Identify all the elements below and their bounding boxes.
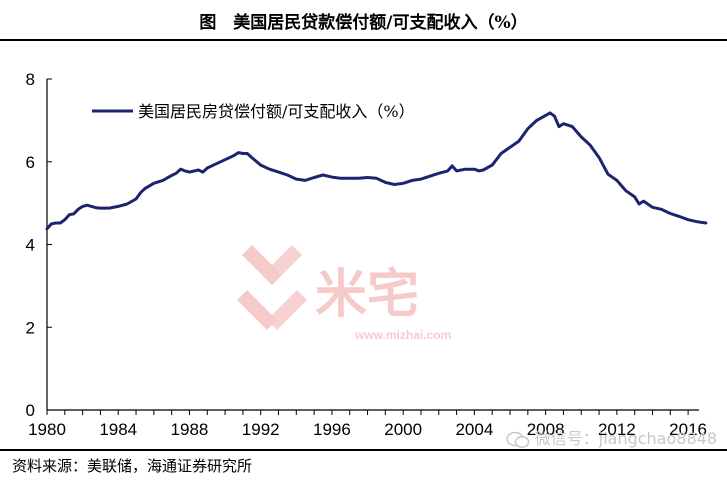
title-bar: 图 美国居民贷款偿付额/可支配收入（%） — [0, 0, 727, 38]
y-axis-ticks: 0 2 4 6 8 — [26, 70, 52, 420]
x-tick-label: 2000 — [384, 420, 422, 439]
legend-label: 美国居民房贷偿付额/可支配收入（%） — [138, 102, 415, 121]
x-tick-label: 1980 — [28, 420, 66, 439]
series-group — [45, 111, 708, 231]
watermark-brand: 米宅 — [315, 266, 419, 324]
x-tick-label: 2012 — [598, 420, 636, 439]
watermark-url: www.mizhai.com — [354, 328, 451, 342]
bottom-rule — [0, 449, 727, 451]
wechat-watermark: 微信号：jiangchao8848 — [505, 425, 717, 449]
y-tick-label: 6 — [26, 153, 35, 172]
wechat-icon — [505, 431, 529, 448]
y-tick-label: 0 — [26, 401, 35, 420]
chart-title: 图 美国居民贷款偿付额/可支配收入（%） — [199, 13, 528, 33]
x-tick-label: 2016 — [669, 420, 707, 439]
x-tick-label: 2004 — [455, 420, 493, 439]
x-tick-label: 1984 — [99, 420, 137, 439]
y-tick-label: 2 — [26, 318, 35, 337]
mizhai-watermark: 米宅 www.mizhai.com — [237, 245, 451, 342]
source-note: 资料来源：美联储，海通证券研究所 — [12, 457, 253, 475]
legend: 美国居民房贷偿付额/可支配收入（%） — [92, 102, 415, 121]
x-tick-label: 1992 — [242, 420, 280, 439]
series-line — [45, 111, 708, 231]
x-tick-label: 1996 — [313, 420, 351, 439]
line-chart: 米宅 www.mizhai.com 0 2 4 6 8 1980 1984 1988 1992… — [26, 70, 708, 439]
x-tick-label: 2008 — [527, 420, 565, 439]
wechat-id: 微信号：jiangchao8848 — [534, 429, 717, 448]
axes — [46, 79, 699, 411]
y-tick-label: 4 — [26, 236, 35, 255]
y-tick-label: 8 — [26, 70, 35, 89]
x-axis-ticks: 1980 1984 1988 1992 1996 2000 2004 2008 2012 2016 — [28, 410, 707, 439]
x-tick-label: 1988 — [171, 420, 209, 439]
top-rule — [0, 39, 727, 41]
